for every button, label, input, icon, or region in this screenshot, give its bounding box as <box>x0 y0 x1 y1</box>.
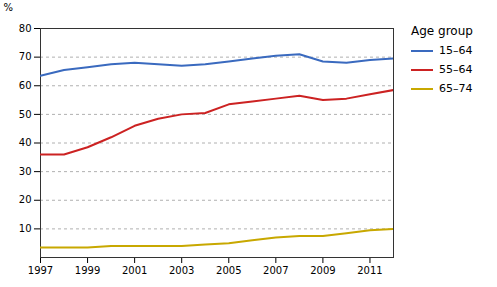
svg-text:70: 70 <box>19 51 32 62</box>
svg-text:2011: 2011 <box>357 265 382 276</box>
svg-text:2005: 2005 <box>216 265 241 276</box>
svg-text:40: 40 <box>19 137 32 148</box>
html-text:65–74: 65–74 <box>439 82 473 95</box>
svg-text:1997: 1997 <box>28 265 53 276</box>
svg-text:1999: 1999 <box>75 265 100 276</box>
html-text:55–64: 55–64 <box>439 63 473 76</box>
html-text:15–64: 15–64 <box>439 44 473 57</box>
html-text:Age group: Age group <box>411 24 473 38</box>
svg-text:60: 60 <box>19 80 32 91</box>
svg-text:2009: 2009 <box>310 265 335 276</box>
svg-text:10: 10 <box>19 223 32 234</box>
svg-text:%: % <box>4 2 14 13</box>
svg-text:30: 30 <box>19 166 32 177</box>
svg-text:2001: 2001 <box>122 265 147 276</box>
svg-text:2003: 2003 <box>169 265 194 276</box>
svg-text:80: 80 <box>19 23 32 34</box>
svg-text:2007: 2007 <box>263 265 288 276</box>
svg-text:50: 50 <box>19 109 32 120</box>
svg-text:20: 20 <box>19 194 32 205</box>
